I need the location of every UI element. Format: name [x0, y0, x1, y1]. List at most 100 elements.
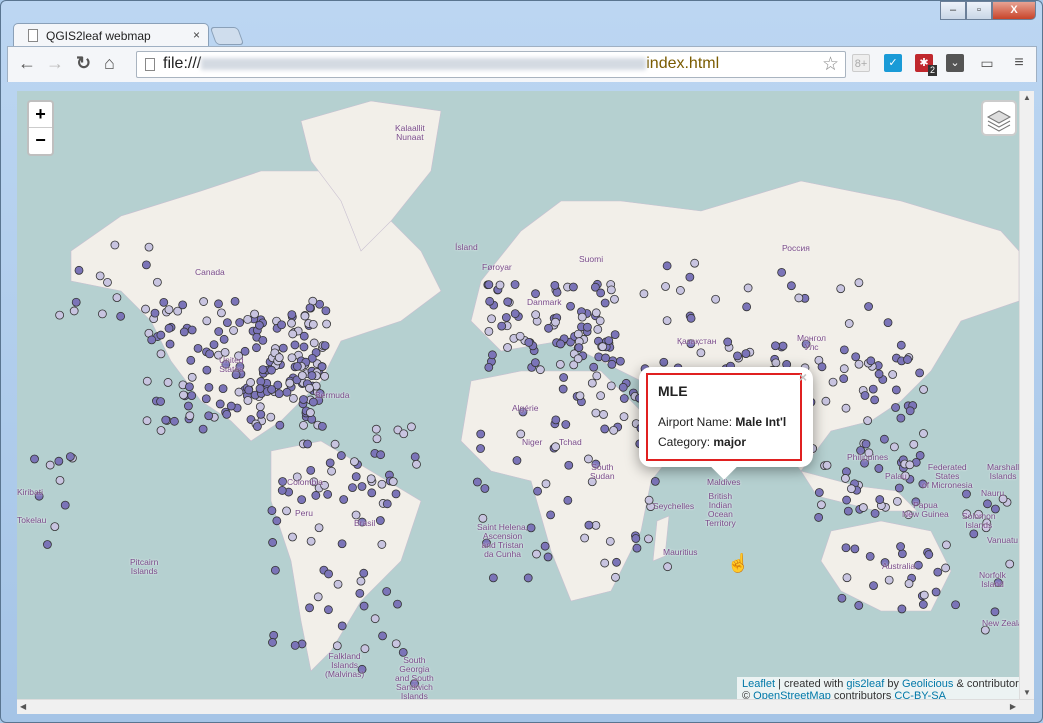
pocket-icon[interactable]: ⌄	[946, 54, 964, 72]
airport-marker[interactable]	[476, 429, 486, 439]
airport-marker[interactable]	[880, 558, 890, 567]
airport-marker[interactable]	[896, 413, 906, 423]
airport-marker[interactable]	[398, 647, 408, 657]
airport-marker[interactable]	[378, 631, 387, 641]
airport-marker[interactable]	[524, 338, 534, 347]
airport-marker[interactable]	[336, 451, 346, 460]
airport-marker[interactable]	[711, 294, 720, 304]
airport-marker[interactable]	[243, 396, 253, 405]
airport-marker[interactable]	[777, 268, 787, 277]
airport-marker[interactable]	[382, 587, 392, 596]
airport-marker[interactable]	[503, 343, 512, 352]
airport-marker[interactable]	[323, 489, 333, 499]
airport-marker[interactable]	[604, 336, 614, 346]
airport-marker[interactable]	[568, 282, 578, 292]
airport-marker[interactable]	[303, 439, 312, 449]
airport-marker[interactable]	[846, 484, 856, 494]
airport-marker[interactable]	[615, 356, 625, 366]
airport-marker[interactable]	[30, 454, 39, 464]
airport-marker[interactable]	[543, 552, 553, 562]
airport-marker[interactable]	[865, 551, 875, 561]
airport-marker[interactable]	[275, 420, 285, 430]
airport-marker[interactable]	[313, 592, 323, 602]
airport-marker[interactable]	[535, 365, 545, 375]
airport-marker[interactable]	[372, 434, 382, 444]
airport-marker[interactable]	[723, 337, 733, 347]
airport-marker[interactable]	[321, 306, 331, 316]
airport-marker[interactable]	[144, 242, 154, 252]
airport-marker[interactable]	[367, 488, 377, 498]
airport-marker[interactable]	[299, 395, 308, 404]
airport-marker[interactable]	[814, 488, 824, 497]
airport-marker[interactable]	[595, 316, 605, 326]
airport-marker[interactable]	[487, 350, 497, 360]
airport-marker[interactable]	[583, 322, 592, 332]
airport-marker[interactable]	[526, 523, 536, 533]
airport-marker[interactable]	[351, 472, 361, 482]
airport-marker[interactable]	[639, 289, 649, 299]
airport-marker[interactable]	[297, 495, 307, 505]
browser-tab[interactable]: QGIS2leaf webmap ×	[13, 23, 209, 47]
license-link[interactable]: CC-BY-SA	[894, 690, 946, 699]
airport-marker[interactable]	[412, 459, 421, 469]
airport-marker[interactable]	[306, 465, 316, 475]
airport-marker[interactable]	[884, 575, 894, 585]
airport-marker[interactable]	[482, 538, 491, 548]
airport-marker[interactable]	[900, 471, 910, 481]
airport-marker[interactable]	[962, 509, 972, 519]
airport-marker[interactable]	[240, 346, 250, 356]
airport-marker[interactable]	[202, 365, 212, 375]
airport-marker[interactable]	[503, 297, 513, 307]
google-plus-icon[interactable]: 8+	[852, 54, 870, 72]
airport-marker[interactable]	[484, 362, 494, 372]
airport-marker[interactable]	[407, 422, 416, 432]
airport-marker[interactable]	[856, 446, 866, 455]
airport-marker[interactable]	[478, 513, 488, 523]
airport-marker[interactable]	[142, 416, 152, 426]
airport-marker[interactable]	[690, 258, 700, 268]
airport-marker[interactable]	[282, 387, 292, 397]
airport-marker[interactable]	[223, 318, 232, 327]
airport-marker[interactable]	[322, 319, 331, 329]
airport-marker[interactable]	[186, 355, 196, 365]
airport-marker[interactable]	[285, 378, 295, 388]
airport-marker[interactable]	[843, 506, 853, 516]
airport-marker[interactable]	[742, 302, 752, 312]
airport-marker[interactable]	[839, 364, 849, 374]
airport-marker[interactable]	[869, 581, 878, 591]
airport-marker[interactable]	[842, 495, 852, 505]
airport-marker[interactable]	[393, 599, 402, 609]
airport-marker[interactable]	[198, 424, 208, 434]
popup-close-button[interactable]: ×	[798, 369, 807, 385]
airport-marker[interactable]	[839, 374, 849, 384]
airport-marker[interactable]	[863, 416, 873, 426]
airport-marker[interactable]	[485, 296, 495, 306]
airport-marker[interactable]	[165, 339, 175, 349]
airport-marker[interactable]	[243, 315, 253, 324]
airport-marker[interactable]	[258, 335, 268, 345]
airport-marker[interactable]	[488, 573, 498, 583]
airport-marker[interactable]	[357, 664, 367, 674]
airport-marker[interactable]	[141, 260, 151, 270]
airport-marker[interactable]	[741, 349, 751, 359]
airport-marker[interactable]	[185, 411, 195, 421]
airport-marker[interactable]	[204, 382, 214, 392]
airport-marker[interactable]	[54, 456, 64, 466]
scroll-down-icon[interactable]: ▼	[1023, 688, 1031, 697]
leaflet-link[interactable]: Leaflet	[742, 678, 776, 690]
airport-marker[interactable]	[981, 523, 991, 533]
airport-marker[interactable]	[278, 343, 288, 353]
airport-marker[interactable]	[375, 516, 385, 525]
airport-marker[interactable]	[65, 452, 75, 462]
airport-marker[interactable]	[743, 283, 753, 293]
horizontal-scrollbar[interactable]: ◀ ▶	[17, 699, 1034, 714]
airport-marker[interactable]	[541, 479, 551, 489]
airport-marker[interactable]	[164, 323, 174, 333]
airport-marker[interactable]	[141, 304, 150, 314]
airport-marker[interactable]	[221, 359, 231, 369]
airport-marker[interactable]	[915, 451, 925, 460]
airport-marker[interactable]	[592, 371, 602, 381]
airport-marker[interactable]	[307, 371, 317, 381]
airport-marker[interactable]	[619, 394, 629, 403]
airport-marker[interactable]	[142, 376, 152, 386]
